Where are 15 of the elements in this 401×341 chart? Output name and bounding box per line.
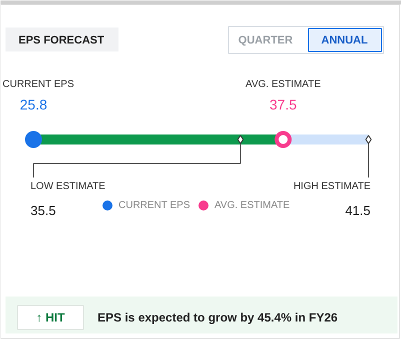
text: QUARTER xyxy=(238,34,293,46)
text: EPS is expected to grow by 45.4% in FY26 xyxy=(98,310,338,324)
legend-label: CURRENT EPS xyxy=(118,200,190,211)
text: CURRENT EPS xyxy=(2,79,74,90)
legend-label: AVG. ESTIMATE xyxy=(214,200,290,211)
data-label: 25.8 xyxy=(20,96,48,112)
legend-label: LOW ESTIMATE xyxy=(30,181,106,192)
text: AVG. ESTIMATE xyxy=(246,79,321,90)
text: ANNUAL xyxy=(321,34,368,46)
text: EPS FORECAST xyxy=(18,34,104,46)
data-label: 41.5 xyxy=(345,203,371,218)
data-label: 35.5 xyxy=(30,203,56,218)
text: ↑ HIT xyxy=(36,310,66,324)
data-label: 37.5 xyxy=(270,96,297,112)
legend-label: HIGH ESTIMATE xyxy=(293,181,371,192)
